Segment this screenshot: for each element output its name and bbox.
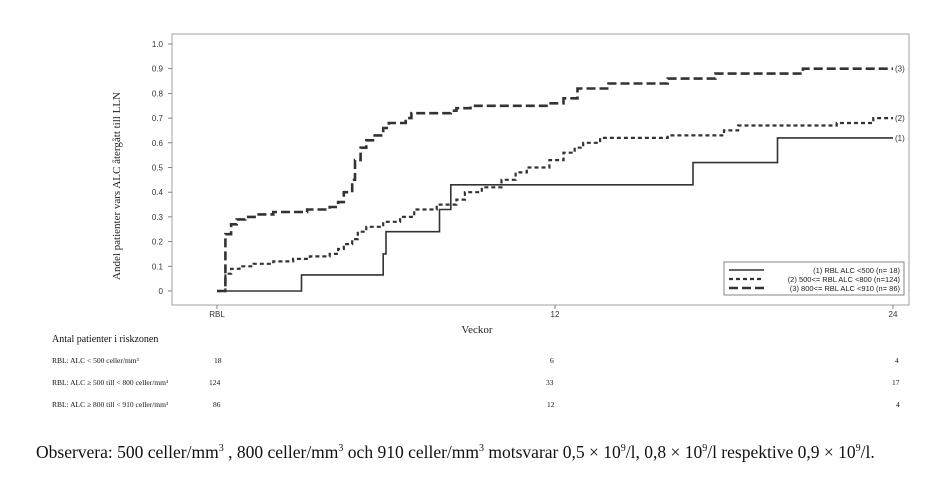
y-tick-label: 0.2 xyxy=(152,238,164,247)
x-tick-label: RBL xyxy=(209,310,225,319)
risk-value: 124 xyxy=(209,378,221,387)
risk-row-label: RBL: ALC ≥ 800 till < 910 celler/mm³ xyxy=(52,400,169,409)
risk-value: 86 xyxy=(213,400,221,409)
legend-entries: (1) RBL ALC <500 (n= 18)(2) 500<= RBL AL… xyxy=(729,266,900,293)
end-labels: (1) (2) (3) xyxy=(895,65,905,143)
risk-row-label: RBL: ALC < 500 celler/mm³ xyxy=(52,356,139,365)
risk-value: 12 xyxy=(547,400,555,409)
x-tick-label: 12 xyxy=(551,310,560,319)
risk-value: 6 xyxy=(550,356,554,365)
x-axis-label: Veckor xyxy=(461,324,492,336)
series-line-2 xyxy=(217,117,893,293)
y-tick-label: 1.0 xyxy=(152,40,164,49)
km-chart: Andel patienter vars ALC återgått till L… xyxy=(111,33,910,336)
y-tick-label: 0.7 xyxy=(152,114,164,123)
note-sup: 9 xyxy=(702,443,708,455)
x-axis: RBL 12 24 xyxy=(209,305,898,319)
legend-label: (2) 500<= RBL ALC <800 (n=124) xyxy=(788,275,901,284)
footnote: Observera: 500 celler/mm3 , 800 celler/m… xyxy=(36,441,916,464)
note-text: /l, 0,8 × 10 xyxy=(625,442,703,462)
x-tick-label: 24 xyxy=(889,310,898,319)
risk-row-1: RBL: ALC < 500 celler/mm³ 18 6 4 xyxy=(52,356,912,368)
risk-row-2: RBL: ALC ≥ 500 till < 800 celler/mm³ 124… xyxy=(52,378,912,390)
note-text: Observera: 500 celler/mm xyxy=(36,442,219,462)
note-text: /l respektive 0,9 × 10 xyxy=(707,442,856,462)
risk-row-label: RBL: ALC ≥ 500 till < 800 celler/mm³ xyxy=(52,378,169,387)
y-axis-label: Andel patienter vars ALC återgått till L… xyxy=(111,92,123,280)
note-text: , 800 celler/mm xyxy=(223,442,339,462)
series-end-label: (1) xyxy=(895,134,905,143)
risk-value: 4 xyxy=(896,400,900,409)
series-end-label: (2) xyxy=(895,114,905,123)
y-tick-label: 0.8 xyxy=(152,89,164,98)
y-tick-label: 0.1 xyxy=(152,262,164,271)
risk-value: 4 xyxy=(895,356,899,365)
note-text: motsvarar 0,5 × 10 xyxy=(484,442,621,462)
risk-value: 17 xyxy=(892,378,900,387)
note-sup: 3 xyxy=(479,443,485,455)
note-text: och 910 celler/mm xyxy=(343,442,480,462)
y-tick-label: 0.5 xyxy=(152,164,164,173)
y-tick-label: 0.4 xyxy=(152,188,164,197)
note-sup: 9 xyxy=(620,443,626,455)
note-sup: 3 xyxy=(338,443,344,455)
y-tick-label: 0.6 xyxy=(152,139,164,148)
plot-frame xyxy=(171,33,910,306)
series-line-1 xyxy=(217,137,893,292)
legend-label: (3) 800<= RBL ALC <910 (n= 86) xyxy=(790,284,901,293)
series-line-3 xyxy=(217,67,893,293)
y-tick-label: 0 xyxy=(159,287,164,296)
risk-value: 33 xyxy=(546,378,554,387)
legend: (1) RBL ALC <500 (n= 18)(2) 500<= RBL AL… xyxy=(723,261,905,296)
note-text: /l. xyxy=(860,442,875,462)
note-sup: 9 xyxy=(855,443,861,455)
risk-value: 18 xyxy=(214,356,222,365)
y-tick-label: 0.9 xyxy=(152,65,164,74)
legend-label: (1) RBL ALC <500 (n= 18) xyxy=(813,266,900,275)
risk-row-3: RBL: ALC ≥ 800 till < 910 celler/mm³ 86 … xyxy=(52,400,912,412)
series-layer xyxy=(217,67,893,293)
series-end-label: (3) xyxy=(895,65,905,74)
risk-table-title: Antal patienter i riskzonen xyxy=(52,334,159,345)
y-axis: 0 0.1 0.2 0.3 0.4 0.5 0.6 0.7 0.8 0.9 1.0 xyxy=(152,40,172,296)
note-sup: 3 xyxy=(218,443,224,455)
y-tick-label: 0.3 xyxy=(152,213,164,222)
